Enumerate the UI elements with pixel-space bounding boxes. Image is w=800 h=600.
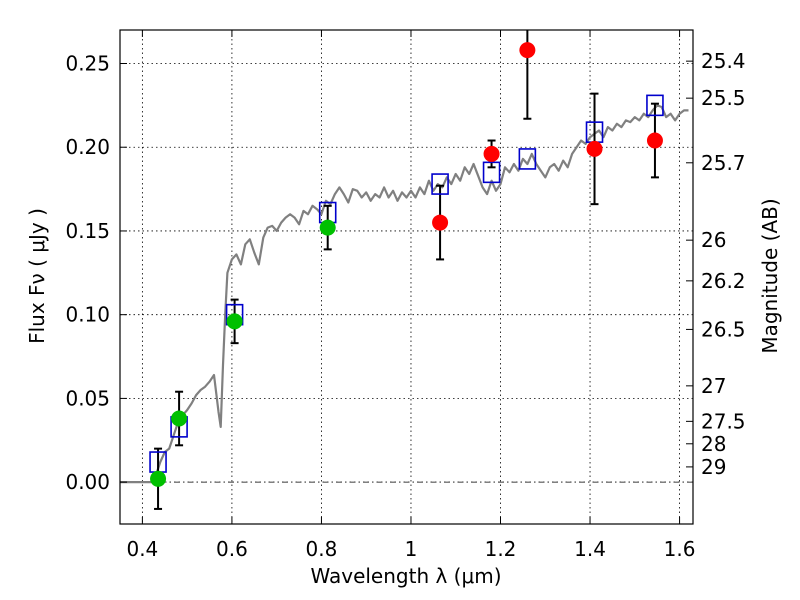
observed-data-point xyxy=(319,219,336,236)
x-tick-label: 0.6 xyxy=(216,537,248,561)
y-tick-label: 0.25 xyxy=(65,51,110,75)
right-axis-tick-label: 26 xyxy=(701,228,726,252)
right-axis-tick-label: 27.5 xyxy=(701,409,746,433)
right-axis-tick-label: 28 xyxy=(701,432,726,456)
y-tick-label: 0.05 xyxy=(65,386,110,410)
model-band-marker xyxy=(431,173,449,195)
y-tick-label: 0.15 xyxy=(65,219,110,243)
observed-data-point xyxy=(646,132,663,149)
model-line-layer xyxy=(120,104,689,484)
x-axis-title: Wavelength λ (μm) xyxy=(310,564,501,588)
right-axis-tick-label: 25.5 xyxy=(701,86,746,110)
y-axis-title: Flux Fν ( μJy ) xyxy=(25,208,49,344)
observed-data-point xyxy=(519,42,536,59)
sed-model-line xyxy=(120,104,689,484)
marker-layer xyxy=(149,42,664,487)
x-tick-label: 1.6 xyxy=(664,537,696,561)
y-tick-labels: 0.00 0.05 0.10 0.15 0.20 0.25 xyxy=(65,51,110,494)
right-axis-tick-label: 26.5 xyxy=(701,317,746,341)
x-tick-labels: 0.4 0.6 0.8 1 1.2 1.4 1.6 xyxy=(126,537,695,561)
x-tick-label: 1.2 xyxy=(485,537,517,561)
right-axis-title: Magnitude (AB) xyxy=(758,198,782,353)
x-tick-label: 0.8 xyxy=(306,537,338,561)
x-tick-label: 1.4 xyxy=(574,537,606,561)
x-tick-label: 1 xyxy=(405,537,418,561)
right-axis-tick-label: 25.4 xyxy=(701,49,746,73)
y-tick-label: 0.00 xyxy=(65,470,110,494)
model-band-marker xyxy=(482,161,501,184)
plot-frame xyxy=(119,29,694,525)
y-tick-label: 0.10 xyxy=(65,303,110,327)
errorbar-layer xyxy=(154,30,659,510)
right-axis-tick-label: 27 xyxy=(701,374,726,398)
observed-data-point xyxy=(432,214,449,231)
observed-data-point xyxy=(586,140,603,157)
grid xyxy=(120,30,693,524)
model-band-marker xyxy=(646,94,664,117)
model-band-marker xyxy=(518,148,537,170)
right-axis-tick-label: 26.2 xyxy=(701,269,746,293)
observed-data-point xyxy=(226,313,243,330)
y-tick-label: 0.20 xyxy=(65,135,110,159)
right-axis-tick-label: 25.7 xyxy=(701,151,746,175)
observed-data-point xyxy=(171,410,188,427)
observed-data-point xyxy=(150,470,167,487)
x-tick-label: 0.4 xyxy=(126,537,158,561)
ticks xyxy=(120,30,693,524)
observed-data-point xyxy=(483,145,500,162)
right-axis-tick-label: 29 xyxy=(701,455,726,479)
